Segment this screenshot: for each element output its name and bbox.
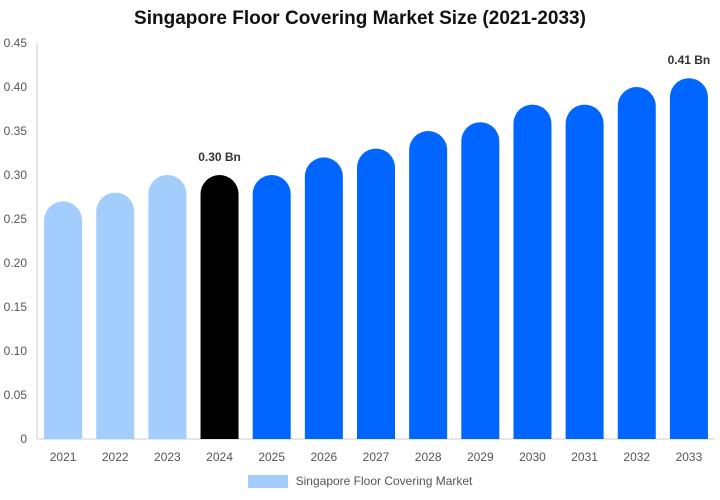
y-tick-label: 0.30	[4, 168, 28, 182]
bars	[44, 78, 708, 439]
labels: 2021 2022 2023 2024 2025 2026 2027 2028 2029 2030…	[50, 53, 711, 464]
bar-2033	[669, 78, 708, 439]
x-tick-label: 2028	[415, 450, 442, 464]
data-label-2033: 0.41 Bn	[668, 53, 711, 67]
bar-2025	[252, 174, 291, 439]
x-tick-label: 2022	[102, 450, 129, 464]
bar-2021	[44, 201, 83, 439]
chart-title: Singapore Floor Covering Market Size (20…	[134, 8, 586, 29]
y-tick-label: 0.20	[4, 256, 28, 270]
legend-swatch	[247, 474, 288, 488]
y-tick-label: 0.25	[4, 212, 28, 226]
bar-2028	[409, 131, 448, 439]
x-tick-label: 2031	[571, 450, 598, 464]
bar-2027	[357, 148, 395, 439]
x-tick-label: 2033	[676, 450, 703, 464]
y-tick-label: 0.05	[4, 388, 28, 402]
x-tick-label: 2023	[154, 450, 181, 464]
y-tick-label: 0	[20, 432, 27, 446]
x-tick-label: 2030	[519, 450, 546, 464]
data-label-2024: 0.30 Bn	[198, 150, 241, 164]
bar-2031	[565, 104, 604, 439]
x-tick-label: 2024	[206, 450, 233, 464]
bar-2024	[200, 175, 239, 439]
bar-2023	[148, 175, 187, 439]
x-tick-label: 2025	[258, 450, 285, 464]
y-tick-label: 0.35	[4, 124, 28, 138]
x-tick-label: 2026	[310, 450, 337, 464]
x-tick-label: 2032	[623, 450, 650, 464]
y-tick-label: 0.40	[4, 80, 28, 94]
bar-2026	[304, 157, 343, 439]
x-tick-label: 2027	[363, 450, 390, 464]
y-tick-label: 0.45	[4, 36, 28, 50]
bar-2030	[513, 104, 552, 439]
legend-label: Singapore Floor Covering Market	[295, 474, 473, 488]
bar-2029	[461, 122, 500, 439]
x-tick-label: 2029	[467, 450, 494, 464]
bar-2022	[96, 192, 135, 439]
y-tick-label: 0.15	[4, 300, 28, 314]
bar-2032	[617, 87, 656, 439]
x-tick-label: 2021	[50, 450, 77, 464]
legend: Singapore Floor Covering Market	[0, 474, 720, 488]
y-tick-label: 0.10	[4, 344, 28, 358]
